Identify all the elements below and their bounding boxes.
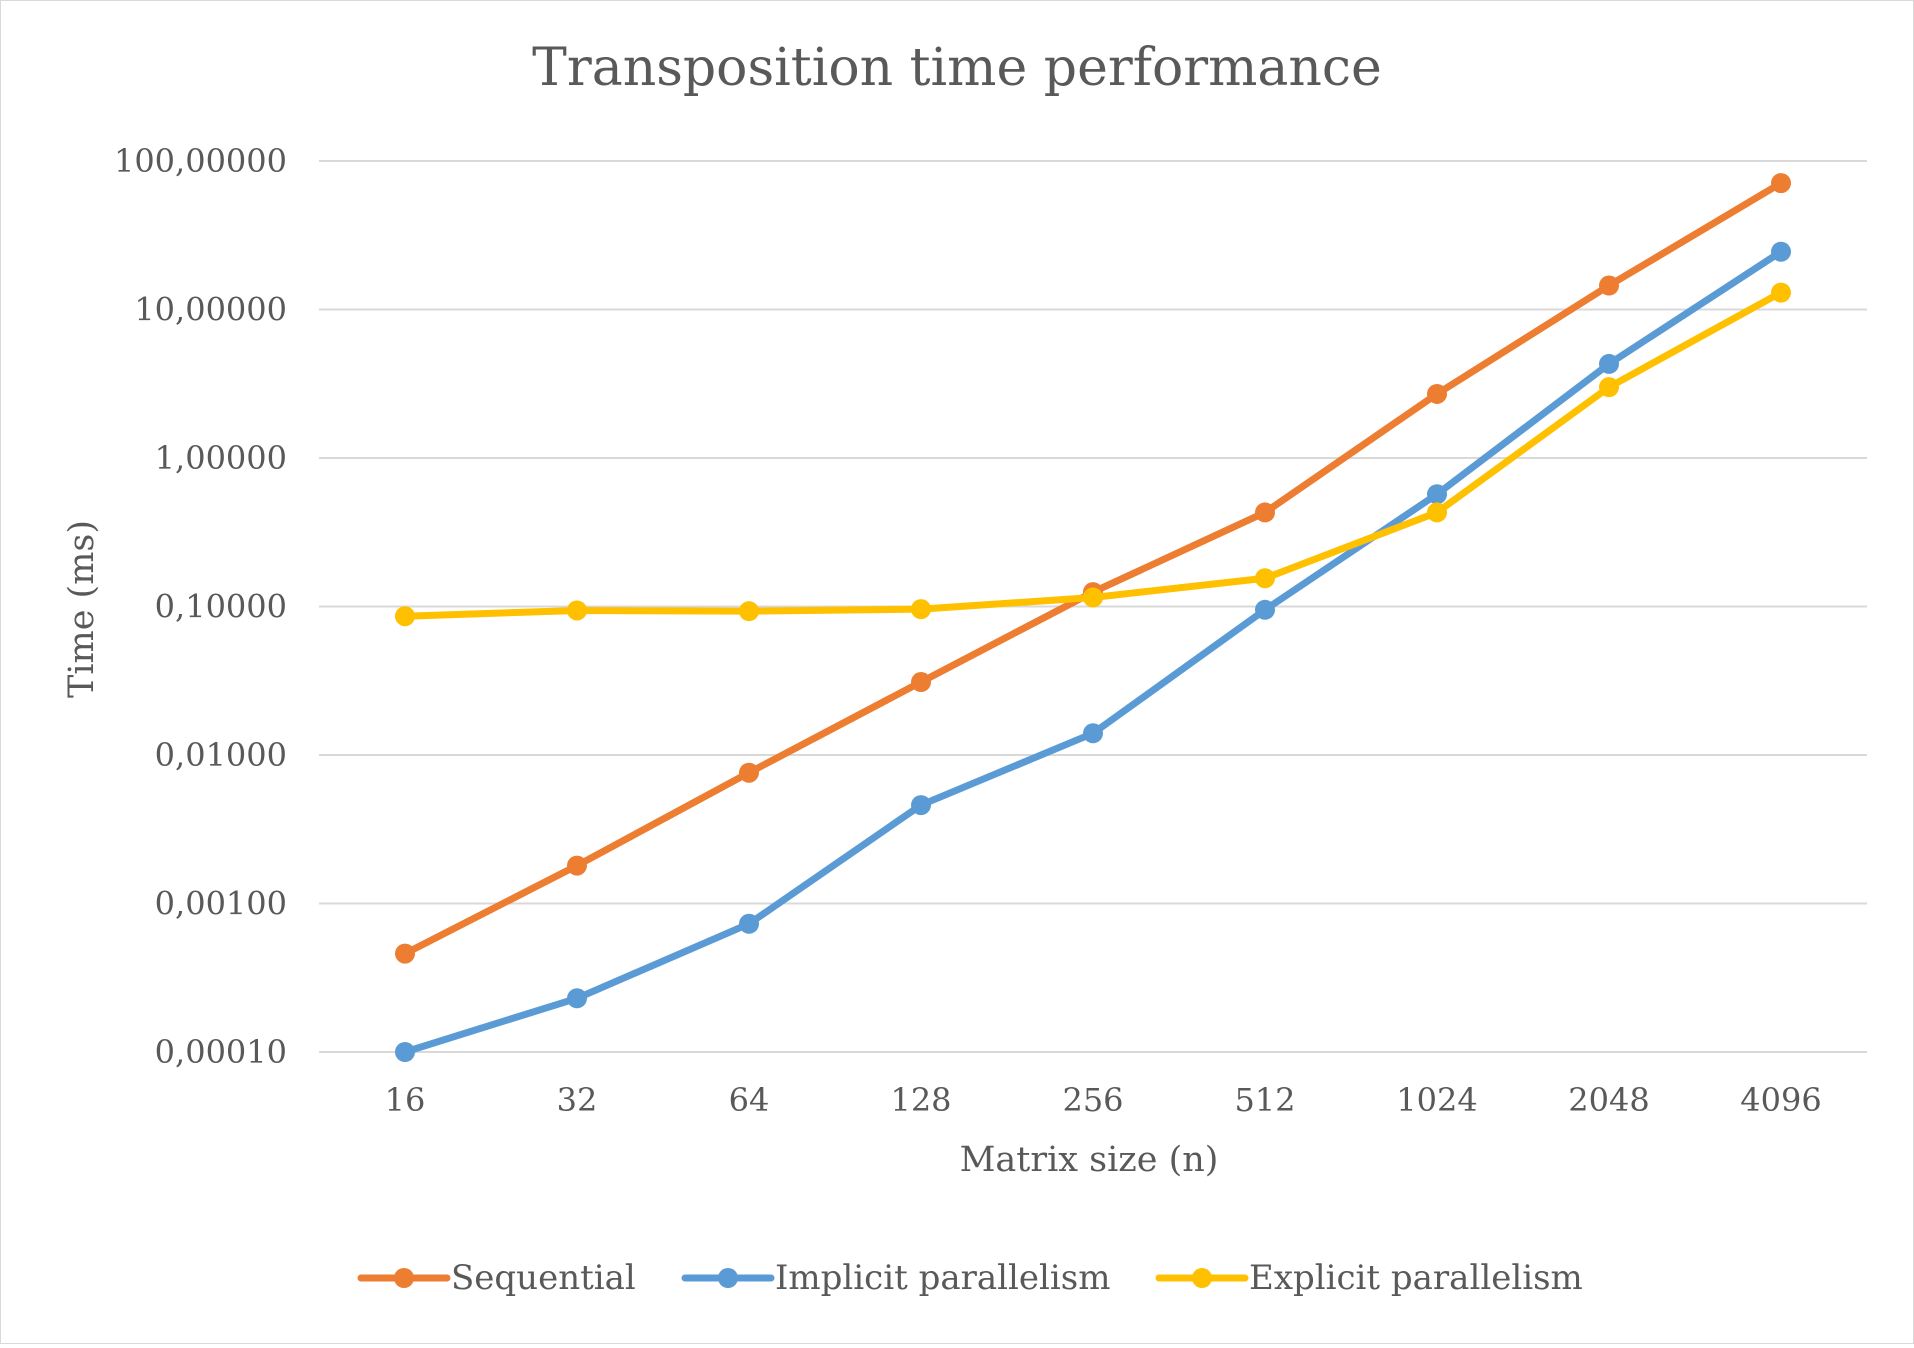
legend-item[interactable]: Sequential [357, 1258, 636, 1298]
series-3 [395, 282, 1791, 627]
data-point [395, 943, 415, 964]
data-point [567, 600, 587, 621]
data-point [395, 606, 415, 627]
series-1 [395, 173, 1791, 964]
x-tick-label: 64 [729, 1081, 770, 1119]
data-point [1427, 383, 1447, 404]
y-tick-label: 10,00000 [134, 291, 287, 329]
legend-swatch-marker [394, 1268, 414, 1288]
data-point [395, 1042, 415, 1062]
data-point [1771, 282, 1791, 303]
y-tick-label: 100,00000 [114, 142, 287, 180]
x-axis-title: Matrix size (n) [960, 1140, 1219, 1180]
legend-item[interactable]: Implicit parallelism [681, 1258, 1110, 1298]
legend-label: Sequential [451, 1258, 636, 1298]
data-point [739, 601, 759, 622]
legend-swatch-marker [1192, 1268, 1212, 1288]
data-point [1599, 377, 1619, 398]
x-tick-label: 32 [557, 1081, 598, 1119]
data-point [1255, 599, 1275, 620]
data-point [1083, 587, 1103, 608]
data-point [739, 913, 759, 934]
data-point [1427, 484, 1447, 505]
data-point [1427, 502, 1447, 523]
series-line [401, 248, 1785, 1056]
legend[interactable]: Sequential Implicit parallelism Explicit p… [357, 1258, 1583, 1298]
x-tick-label: 16 [385, 1081, 426, 1119]
data-point [567, 855, 587, 876]
y-tick-label: 0,00100 [155, 885, 287, 923]
data-point [567, 988, 587, 1009]
data-point [1255, 502, 1275, 523]
x-tick-label: 512 [1234, 1081, 1295, 1119]
legend-item[interactable]: Explicit parallelism [1155, 1258, 1583, 1298]
series-2 [395, 241, 1791, 1062]
legend-swatch-marker [718, 1268, 738, 1288]
x-tick-label: 1024 [1396, 1081, 1477, 1119]
y-tick-label: 1,00000 [155, 439, 287, 477]
chart-title: Transposition time performance [532, 38, 1382, 98]
y-axis-title: Time (ms) [62, 520, 102, 698]
y-tick-label: 0,01000 [155, 736, 287, 774]
data-point [1771, 241, 1791, 262]
legend-label: Implicit parallelism [775, 1258, 1110, 1298]
x-axis-ticks: 16 32 64 128 256 512 1024 2048 4096 [385, 1081, 1822, 1119]
data-point [1599, 353, 1619, 374]
legend-label: Explicit parallelism [1249, 1258, 1583, 1298]
series-line [401, 289, 1785, 620]
data-point [1599, 275, 1619, 296]
series-line [401, 179, 1785, 958]
x-tick-label: 4096 [1740, 1081, 1821, 1119]
data-point [1255, 568, 1275, 589]
x-tick-label: 256 [1062, 1081, 1123, 1119]
y-axis-ticks: 0,00010 0,00100 0,01000 0,10000 1,00000 10,00… [114, 142, 287, 1071]
y-tick-label: 0,10000 [155, 588, 287, 626]
data-point [1771, 173, 1791, 194]
y-tick-label: 0,00010 [155, 1033, 287, 1071]
data-point [739, 762, 759, 783]
series-layer [395, 173, 1791, 1062]
data-point [1083, 723, 1103, 744]
data-point [911, 795, 931, 816]
x-tick-label: 128 [890, 1081, 951, 1119]
data-point [911, 672, 931, 693]
data-point [911, 599, 931, 620]
x-tick-label: 2048 [1568, 1081, 1649, 1119]
